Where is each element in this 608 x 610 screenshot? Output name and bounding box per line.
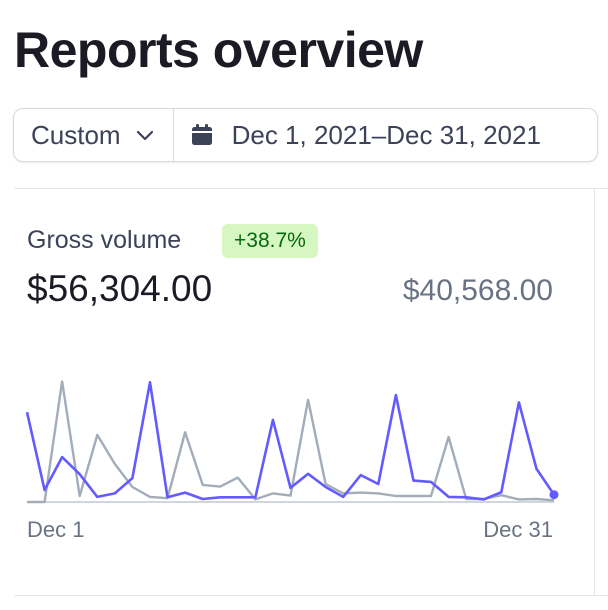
metric-title[interactable]: Gross volume: [27, 226, 182, 254]
range-preset-select[interactable]: Custom: [14, 109, 174, 161]
date-range-label: Dec 1, 2021–Dec 31, 2021: [231, 119, 541, 150]
current-period-value: $56,304.00: [27, 268, 213, 309]
current-period-line: [25, 380, 556, 501]
date-range-picker[interactable]: Dec 1, 2021–Dec 31, 2021: [174, 109, 541, 161]
card-bottom-divider: [14, 595, 608, 596]
date-filter-bar: Custom Dec 1, 2021–Dec 31, 2021: [13, 108, 598, 162]
page-title: Reports overview: [14, 22, 423, 78]
previous-period-line: [27, 380, 555, 504]
previous-period-value: $40,568.00: [402, 274, 553, 307]
change-badge: +38.7%: [222, 224, 318, 258]
card-top-divider: [14, 188, 608, 189]
x-axis-end-label: Dec 31: [483, 517, 553, 542]
x-axis-start-label: Dec 1: [27, 517, 85, 542]
range-preset-label: Custom: [31, 119, 121, 150]
chevron-down-icon: [136, 130, 153, 141]
card-right-divider: [594, 188, 595, 596]
calendar-icon: [191, 124, 212, 145]
current-period-end-point: [549, 490, 559, 500]
